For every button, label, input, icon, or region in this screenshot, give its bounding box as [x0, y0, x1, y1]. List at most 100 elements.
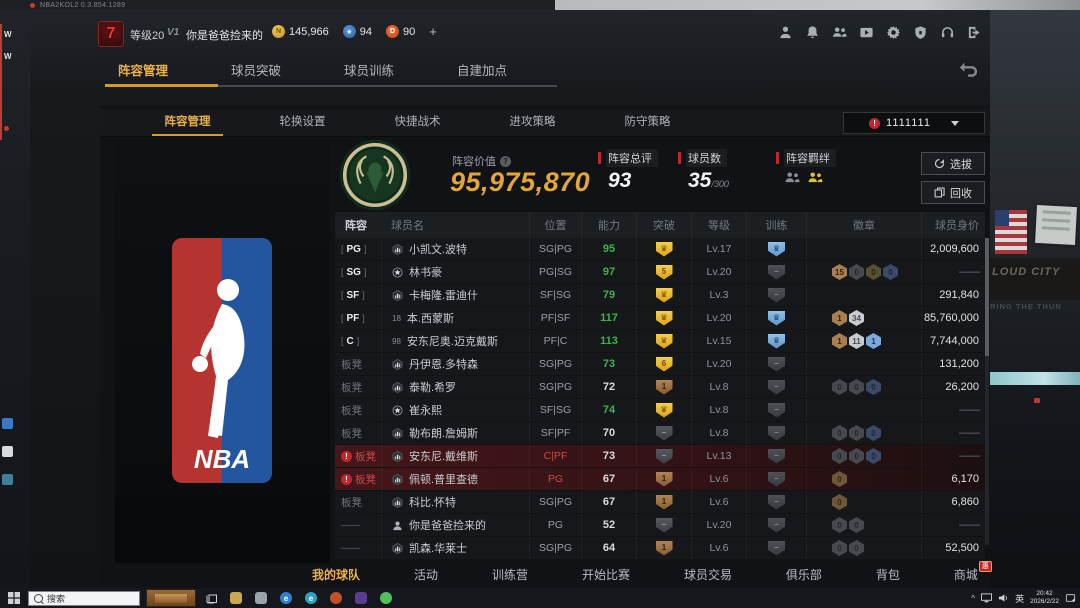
breakthrough-badge-icon: ♛: [655, 333, 673, 349]
start-button[interactable]: [8, 592, 20, 604]
sub-tab-5[interactable]: 防守策略: [624, 116, 671, 128]
scrollbar-thumb[interactable]: [985, 238, 989, 356]
taskbar-clock[interactable]: 20:42 2026/2/22: [1030, 590, 1059, 606]
sub-tab-4[interactable]: 进攻策略: [509, 116, 556, 128]
video-icon[interactable]: [859, 25, 874, 40]
main-tab-1[interactable]: 阵容管理: [105, 58, 218, 87]
user-icon[interactable]: [778, 25, 793, 40]
roster-row-5[interactable]: [C] 98 安东尼奥.迈克戴斯 PF|C 113 ♛ Lv.15 ♛ 1 11 1 7,744,00…: [335, 330, 985, 353]
roster-row-11[interactable]: ! 板凳 佩顿.普里查德 PG 67 1 Lv.6 – 0 6,170: [335, 468, 985, 491]
bottom-nav-item-3[interactable]: 训练营: [491, 567, 528, 582]
chevron-down-icon: [950, 120, 959, 126]
hex-badge-icon: 0: [866, 379, 881, 395]
slot-cell: 板凳: [341, 358, 362, 371]
desktop-shortcut-icon[interactable]: W: [4, 52, 12, 61]
sub-tab-3[interactable]: 快捷战术: [394, 116, 441, 128]
taskbar-app-browser[interactable]: e: [305, 592, 317, 604]
star-coin-icon: ★: [342, 25, 356, 38]
lineup-selector-dropdown[interactable]: ! 1111111: [843, 112, 985, 134]
col-header-1: 阵容: [345, 220, 367, 232]
friends-icon[interactable]: [832, 25, 847, 40]
sub-tab-1[interactable]: 阵容管理: [130, 109, 245, 136]
hex-badge-icon: 0: [849, 379, 864, 395]
bond-group-icon-gold[interactable]: [807, 171, 824, 184]
hex-badge-icon: 0: [866, 264, 881, 280]
bottom-nav-item-2[interactable]: 活动: [413, 567, 438, 582]
roster-row-4[interactable]: [PF] 18 本.西蒙斯 PF|SF 117 ♛ Lv.20 ♛ 1 34 85,760,000: [335, 307, 985, 330]
taskbar-app-game-launcher[interactable]: [330, 592, 342, 604]
help-icon[interactable]: ?: [500, 155, 511, 167]
desktop-shortcut-icon[interactable]: [2, 446, 13, 457]
desktop-shortcut-icon[interactable]: [2, 418, 13, 429]
roster-row-12[interactable]: 板凳 科比.怀特 SG|PG 67 1 Lv.6 – 0 6,860: [335, 491, 985, 514]
team-value: 95,975,870: [450, 167, 591, 197]
table-scrollbar[interactable]: [985, 238, 989, 545]
positions-cell: SG|PG: [529, 376, 581, 398]
lineup-bonds-block: 阵容羁绊: [776, 149, 836, 184]
recycle-button[interactable]: 回收: [921, 181, 985, 204]
bottom-nav-item-1[interactable]: 我的球队: [312, 567, 361, 582]
hex-badge-icon: 0: [832, 494, 847, 510]
ability-cell: 74: [581, 399, 636, 421]
roster-row-3[interactable]: [SF] 卡梅隆.雷迪什 SF|SG 79 ♛ Lv.3 – 291,840: [335, 284, 985, 307]
notification-icon[interactable]: [1065, 593, 1076, 603]
add-currency-button[interactable]: +: [429, 24, 437, 39]
taskbar-app-wechat[interactable]: [380, 592, 392, 604]
clock-time: 20:42: [1036, 590, 1053, 597]
bottom-nav-item-8[interactable]: 商城惠: [952, 560, 992, 583]
headset-icon[interactable]: [940, 25, 955, 40]
exit-icon[interactable]: [967, 25, 982, 40]
roster-row-2[interactable]: [SG] 林书豪 PG|SG 97 5 Lv.20–15 0 0 0 ——: [335, 261, 985, 284]
roster-row-14[interactable]: —— 凯森.华莱士 SG|PG 64 1 Lv.6–0 0 52,500: [335, 537, 985, 560]
training-cell: –: [746, 376, 806, 398]
taskbar-app-edge[interactable]: e: [280, 592, 292, 604]
bell-icon[interactable]: [805, 25, 820, 40]
language-indicator[interactable]: 英: [1015, 593, 1025, 604]
roster-row-9[interactable]: 板凳 勒布朗.詹姆斯 SF|PF 70– Lv.8–0 0 0 ——: [335, 422, 985, 445]
breakthrough-badge-icon: 1: [655, 494, 673, 510]
taskbar-app-thumbnail[interactable]: [146, 589, 196, 607]
player-value-cell: ——: [921, 445, 985, 467]
tray-expand-icon[interactable]: ^: [971, 593, 976, 603]
settings-icon[interactable]: [886, 25, 901, 40]
taskbar-app-folder[interactable]: [230, 592, 242, 604]
roster-row-13[interactable]: —— 你是爸爸捡来的 PG 52– Lv.20–0 0 ——: [335, 514, 985, 537]
main-tab-3[interactable]: 球员训练: [331, 58, 444, 87]
ability-cell: 73: [581, 445, 636, 467]
desktop-shortcut-icon[interactable]: W: [4, 30, 12, 39]
roster-row-6[interactable]: 板凳 丹伊恩.多特森 SG|PG 73 6 Lv.20 – 131,200: [335, 353, 985, 376]
display-icon[interactable]: [981, 593, 993, 603]
hex-badge-icon: 0: [832, 540, 847, 556]
bond-group-icon-gray[interactable]: [784, 171, 801, 184]
bottom-nav-item-6[interactable]: 俱乐部: [785, 567, 822, 582]
bottom-nav-item-7[interactable]: 背包: [875, 567, 900, 582]
volume-icon[interactable]: [998, 593, 1009, 603]
training-badge-icon: –: [768, 471, 785, 487]
player-value-cell: 2,009,600: [921, 238, 985, 260]
main-tab-4[interactable]: 自建加点: [444, 58, 557, 87]
bottom-nav-item-5[interactable]: 球员交易: [683, 567, 732, 582]
sub-tab-2[interactable]: 轮换设置: [279, 116, 326, 128]
undo-return-icon[interactable]: [958, 60, 980, 78]
taskbar-search-input[interactable]: 搜索: [28, 590, 140, 606]
promo-badge: 惠: [978, 560, 992, 572]
main-tab-2[interactable]: 球员突破: [218, 58, 331, 87]
breakthrough-cell: ♛: [636, 399, 691, 421]
taskbar-app-store[interactable]: [255, 592, 267, 604]
desktop-shortcut-icon[interactable]: [2, 474, 13, 485]
taskbar-app-app-2k[interactable]: [355, 592, 367, 604]
clock-date: 2026/2/22: [1030, 598, 1059, 605]
level-cell: Lv.6: [691, 491, 746, 513]
roster-row-8[interactable]: 板凳 崔永熙 SF|SG 74 ♛ Lv.8 – ——: [335, 399, 985, 422]
player-type-icon: [392, 266, 403, 278]
select-button[interactable]: 选拔: [921, 152, 985, 175]
task-view-button[interactable]: [206, 592, 218, 604]
roster-row-1[interactable]: [PG] 小凯文.波特 SG|PG 95 ♛ Lv.17 ♛ 2,009,600: [335, 238, 985, 261]
bottom-nav-item-4[interactable]: 开始比赛: [581, 567, 630, 582]
window-titlebar[interactable]: NBA2KOL2 0.3.854.1289: [0, 0, 555, 11]
alert-icon: !: [869, 117, 881, 129]
roster-row-7[interactable]: 板凳 泰勒.希罗 SG|PG 72 1 Lv.8–0 0 0 26,200: [335, 376, 985, 399]
roster-row-10[interactable]: ! 板凳 安东尼.戴维斯 C|PF 73– Lv.13–0 0 0 ——: [335, 445, 985, 468]
shield-icon[interactable]: [913, 25, 928, 40]
level-cell: Lv.17: [691, 238, 746, 260]
